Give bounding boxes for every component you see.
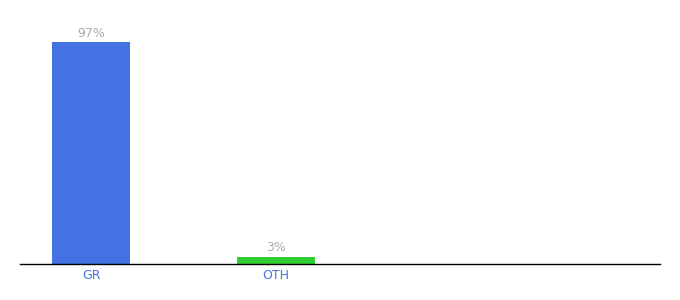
Bar xyxy=(237,257,315,264)
Text: 97%: 97% xyxy=(78,26,105,40)
Bar xyxy=(52,42,131,264)
Text: 3%: 3% xyxy=(266,242,286,254)
